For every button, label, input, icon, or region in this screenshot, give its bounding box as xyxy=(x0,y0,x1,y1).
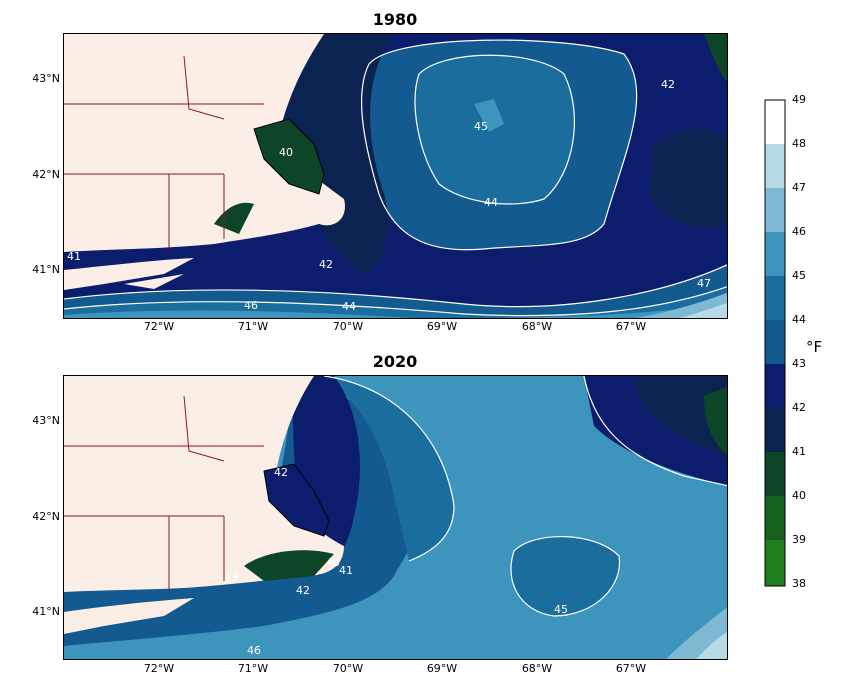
contour-label-45: 45 xyxy=(474,120,488,133)
contour-label-45-2020: 45 xyxy=(554,603,568,616)
lat-label-43n: 43°N xyxy=(32,72,60,85)
colorbar-40-41 xyxy=(765,452,785,496)
colorbar xyxy=(764,99,786,587)
colorbar-tick-49: 49 xyxy=(792,93,806,106)
colorbar-tick-41: 41 xyxy=(792,445,806,458)
blob-45-46 xyxy=(510,536,620,616)
colorbar-tick-38: 38 xyxy=(792,577,806,590)
colorbar-tick-46: 46 xyxy=(792,225,806,238)
contour-43-2020 xyxy=(583,376,727,487)
west-44-45 xyxy=(324,376,454,561)
map-panel-2020: 40 41 42 42 43 45 46 xyxy=(63,375,728,660)
contour-label-47: 47 xyxy=(697,277,711,290)
contour-label-42b-2020: 42 xyxy=(296,584,310,597)
map-title-1980: 1980 xyxy=(372,10,418,29)
lat-label-41n-2020: 41°N xyxy=(32,605,60,618)
lon-label-69w: 69°W xyxy=(426,320,458,333)
state-borders xyxy=(64,55,264,249)
colorbar-44-45 xyxy=(765,276,785,320)
contour-label-46-2020: 46 xyxy=(247,644,261,657)
colorbar-unit: °F xyxy=(806,338,823,356)
colorbar-tick-40: 40 xyxy=(792,489,806,502)
colorbar-frame xyxy=(764,99,786,587)
colorbar-48-49 xyxy=(765,100,785,144)
colorbar-tick-39: 39 xyxy=(792,533,806,546)
east-40-41 xyxy=(704,386,727,455)
basin-45-46 xyxy=(474,99,504,132)
colorbar-46-47 xyxy=(765,188,785,232)
lon-label-70w-2020: 70°W xyxy=(332,662,364,675)
colorbar-45-46 xyxy=(765,232,785,276)
land-long-island xyxy=(64,258,194,290)
contour-label-46: 46 xyxy=(244,299,258,312)
cape-cod-bay xyxy=(253,118,325,195)
colorbar-42-43 xyxy=(765,364,785,408)
band-47-48 xyxy=(696,632,727,659)
land-long-island-2020 xyxy=(64,598,194,634)
colorbar-39-40 xyxy=(765,496,785,540)
colorbar-43-44 xyxy=(765,320,785,364)
land-coast-south xyxy=(124,274,184,289)
colorbar-tick-45: 45 xyxy=(792,269,806,282)
map-panel-1980: 40 41 42 42 44 44 45 46 47 xyxy=(63,33,728,319)
lon-label-67w-2020: 67°W xyxy=(615,662,647,675)
contour-44-south xyxy=(64,286,727,317)
lon-label-71w-2020: 71°W xyxy=(237,662,269,675)
lon-label-70w: 70°W xyxy=(332,320,364,333)
map-title-2020: 2020 xyxy=(372,352,418,371)
lon-label-68w-2020: 68°W xyxy=(521,662,553,675)
colorbar-tick-47: 47 xyxy=(792,181,806,194)
lon-label-69w-2020: 69°W xyxy=(426,662,458,675)
lon-label-71w: 71°W xyxy=(237,320,269,333)
contour-label-41: 41 xyxy=(67,250,81,263)
lon-label-67w: 67°W xyxy=(615,320,647,333)
buzzards-bay-2020 xyxy=(244,550,334,581)
east-41-42 xyxy=(634,376,727,456)
east-40-41 xyxy=(704,34,727,82)
colorbar-38-39 xyxy=(765,540,785,586)
east-41-42 xyxy=(649,129,727,228)
lon-label-72w-2020: 72°W xyxy=(143,662,175,675)
contour-43-south xyxy=(64,264,727,308)
contour-44-2020 xyxy=(323,376,455,562)
state-borders-2020 xyxy=(64,395,264,591)
colorbar-tick-48: 48 xyxy=(792,137,806,150)
contour-44 xyxy=(414,54,575,205)
contour-label-42b: 42 xyxy=(661,78,675,91)
basin-44-45 xyxy=(415,55,575,204)
colorbar-47-48 xyxy=(765,144,785,188)
lat-label-43n-2020: 43°N xyxy=(32,414,60,427)
contour-43 xyxy=(360,39,638,251)
colorbar-41-42 xyxy=(765,408,785,452)
cape-cod-bay-2020 xyxy=(263,463,330,537)
contour-label-44b: 44 xyxy=(342,300,356,313)
contour-label-42a: 42 xyxy=(319,258,333,271)
contour-label-44a: 44 xyxy=(484,196,498,209)
contour-label-40: 40 xyxy=(279,146,293,159)
band-44-45 xyxy=(64,286,727,318)
contour-45-2020 xyxy=(510,536,621,617)
lon-label-72w: 72°W xyxy=(143,320,175,333)
land-new-england xyxy=(64,34,345,252)
contour-label-43-2020: 43 xyxy=(224,571,238,584)
lat-label-42n-2020: 42°N xyxy=(32,510,60,523)
land-new-england-2020 xyxy=(64,376,344,592)
lon-label-68w: 68°W xyxy=(521,320,553,333)
band-45-46 xyxy=(64,299,727,318)
band-47-48 xyxy=(680,302,727,318)
contour-label-41-2020: 41 xyxy=(339,564,353,577)
lat-label-41n: 41°N xyxy=(32,263,60,276)
colorbar-tick-42: 42 xyxy=(792,401,806,414)
contour-map-2020: 40 41 42 42 43 45 46 xyxy=(64,376,727,659)
lat-label-42n: 42°N xyxy=(32,168,60,181)
contour-map-1980: 40 41 42 42 44 44 45 46 47 xyxy=(64,34,727,318)
colorbar-tick-43: 43 xyxy=(792,357,806,370)
colorbar-tick-44: 44 xyxy=(792,313,806,326)
contour-label-42a-2020: 42 xyxy=(274,466,288,479)
contour-label-40-2020: 40 xyxy=(326,556,340,569)
